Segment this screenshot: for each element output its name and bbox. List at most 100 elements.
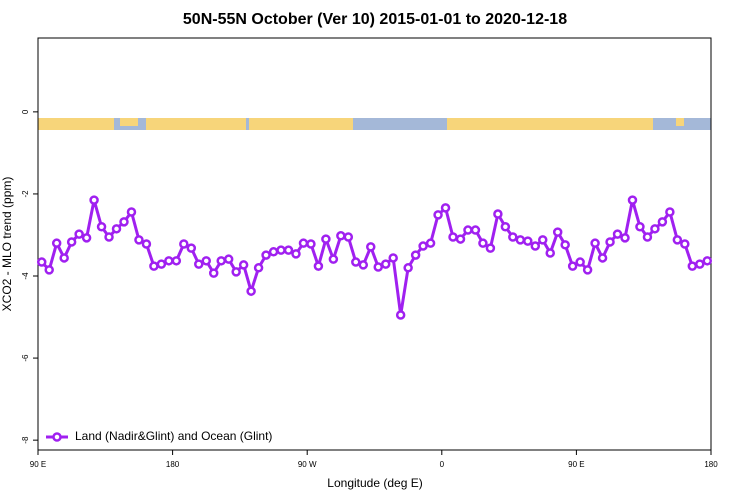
- point: [567, 261, 578, 271]
- land-band: [120, 118, 138, 126]
- x-tick-label: 90 E: [30, 460, 46, 469]
- point: [119, 217, 129, 227]
- point: [552, 227, 563, 237]
- point: [680, 239, 690, 249]
- land-band: [249, 118, 353, 130]
- point: [455, 234, 466, 244]
- point: [321, 234, 331, 244]
- point: [306, 239, 316, 249]
- y-axis-label: XCO2 - MLO trend (ppm): [0, 177, 14, 312]
- point: [141, 239, 152, 249]
- point: [672, 235, 683, 245]
- point: [395, 310, 406, 320]
- point: [485, 243, 496, 253]
- point: [223, 254, 234, 264]
- point: [261, 250, 271, 260]
- y-tick-label: -8: [21, 436, 30, 444]
- x-tick-label: 180: [166, 460, 180, 469]
- point: [597, 253, 608, 263]
- y-tick-label: 0: [21, 109, 30, 114]
- land-ocean-strip: [38, 118, 711, 130]
- y-tick-label: -2: [21, 190, 30, 198]
- point: [403, 263, 413, 273]
- point: [665, 207, 675, 217]
- point: [66, 237, 77, 247]
- point: [343, 232, 354, 242]
- point: [186, 243, 197, 253]
- point: [515, 235, 526, 245]
- point: [81, 233, 92, 243]
- point: [463, 225, 473, 235]
- point: [560, 240, 570, 250]
- point: [605, 237, 615, 247]
- point: [425, 238, 436, 248]
- point: [695, 259, 705, 269]
- point: [635, 222, 645, 232]
- point: [238, 260, 249, 270]
- point: [44, 265, 54, 275]
- point: [590, 238, 600, 248]
- point: [657, 217, 668, 227]
- x-tick-label: 0: [440, 460, 445, 469]
- x-tick-label: 90 E: [568, 460, 584, 469]
- point: [650, 224, 660, 234]
- point: [612, 229, 623, 239]
- point: [545, 248, 555, 258]
- plot-frame: [37, 37, 712, 451]
- point: [582, 265, 593, 275]
- point: [373, 262, 383, 272]
- point: [51, 238, 62, 248]
- point: [433, 210, 443, 220]
- series-line: [40, 199, 708, 316]
- point: [448, 232, 458, 242]
- point: [216, 256, 226, 266]
- point: [246, 286, 256, 296]
- point: [351, 257, 361, 267]
- point: [194, 259, 204, 269]
- point: [380, 259, 391, 269]
- legend-label: Land (Nadir&Glint) and Ocean (Glint): [75, 429, 272, 443]
- x-tick-label: 90 W: [298, 460, 317, 469]
- point: [231, 267, 241, 277]
- point: [366, 242, 376, 252]
- point: [478, 238, 488, 248]
- point: [96, 222, 107, 232]
- point: [388, 253, 398, 263]
- point: [493, 209, 503, 219]
- point: [156, 259, 167, 269]
- point: [268, 247, 279, 257]
- point: [470, 225, 481, 235]
- point: [523, 236, 533, 246]
- point: [620, 233, 630, 243]
- point: [208, 268, 219, 278]
- land-band: [676, 118, 684, 126]
- point: [627, 195, 638, 205]
- point: [164, 256, 174, 266]
- point: [500, 222, 511, 232]
- point: [642, 232, 653, 242]
- point: [36, 257, 47, 267]
- point: [418, 241, 428, 251]
- point: [89, 195, 99, 205]
- point: [575, 257, 585, 267]
- x-axis-label: Longitude (deg E): [327, 476, 422, 490]
- y-tick-label: -6: [21, 354, 30, 362]
- point: [201, 256, 211, 266]
- point: [687, 261, 698, 271]
- point: [59, 253, 69, 263]
- point: [126, 207, 137, 217]
- point: [410, 250, 421, 260]
- point: [358, 260, 369, 270]
- point: [74, 229, 84, 239]
- point: [291, 249, 301, 259]
- point: [179, 239, 189, 249]
- point: [702, 256, 713, 266]
- point: [313, 261, 324, 271]
- point: [530, 241, 541, 251]
- point: [171, 256, 182, 266]
- point: [253, 263, 264, 273]
- x-tick-label: 180: [704, 460, 718, 469]
- chart-title: 50N-55N October (Ver 10) 2015-01-01 to 2…: [183, 11, 567, 28]
- point: [111, 224, 122, 234]
